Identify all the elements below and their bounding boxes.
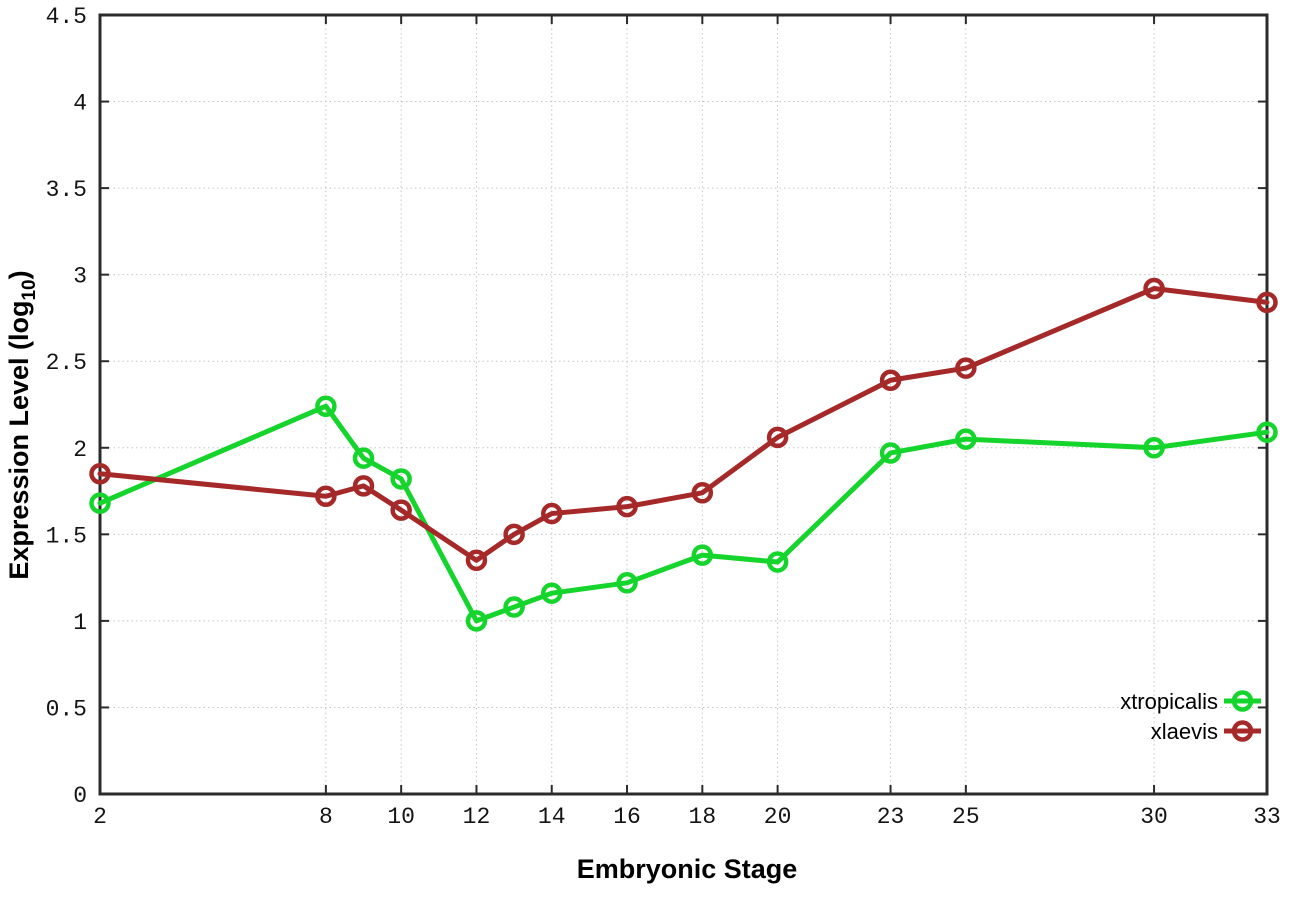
- legend-sample-marker-xtropicalis: [1231, 690, 1254, 712]
- x-tick-label: 8: [319, 804, 333, 830]
- data-point-xtropicalis: [503, 596, 525, 618]
- data-point-xlaevis: [89, 462, 111, 485]
- legend-label-xlaevis: xlaevis: [1151, 719, 1218, 744]
- data-point-xtropicalis: [879, 442, 902, 464]
- data-point-xlaevis: [503, 523, 525, 546]
- data-point-xtropicalis: [315, 395, 337, 417]
- x-tick-label: 18: [689, 804, 717, 830]
- data-point-xlaevis: [390, 499, 412, 521]
- data-point-xlaevis: [315, 485, 337, 507]
- series-line-xlaevis: [97, 286, 1270, 563]
- data-point-xlaevis: [352, 475, 375, 497]
- legend-sample-marker-xlaevis: [1231, 720, 1254, 742]
- data-point-xlaevis: [766, 426, 789, 449]
- y-tick-label: 0.5: [46, 696, 87, 722]
- data-point-xlaevis: [540, 502, 563, 525]
- data-point-xlaevis: [691, 482, 714, 504]
- data-point-xlaevis: [1256, 291, 1278, 314]
- data-point-xtropicalis: [616, 572, 638, 594]
- data-point-xtropicalis: [1256, 421, 1278, 443]
- x-tick-label: 12: [463, 804, 491, 830]
- x-tick-label: 25: [952, 804, 980, 830]
- x-tick-label: 23: [877, 804, 905, 830]
- data-point-xtropicalis: [465, 610, 488, 632]
- x-tick-label: 20: [764, 804, 792, 830]
- data-point-xtropicalis: [691, 544, 714, 566]
- data-point-xtropicalis: [89, 492, 111, 514]
- y-tick-label: 2: [73, 437, 87, 463]
- y-axis-label: Expression Level (log10): [4, 270, 40, 579]
- data-point-xtropicalis: [1143, 437, 1165, 459]
- x-tick-label: 2: [93, 804, 107, 830]
- y-tick-label: 0: [73, 783, 87, 809]
- series-line-xtropicalis: [97, 403, 1270, 624]
- data-point-xlaevis: [465, 549, 488, 572]
- data-point-xlaevis: [616, 495, 638, 518]
- data-point-xtropicalis: [955, 428, 977, 450]
- data-point-xlaevis: [879, 369, 902, 392]
- x-tick-label: 14: [538, 804, 566, 830]
- y-tick-label: 4.5: [46, 4, 87, 30]
- x-tick-label: 30: [1140, 804, 1168, 830]
- y-tick-label: 1.5: [46, 523, 87, 549]
- x-tick-label: 33: [1253, 804, 1281, 830]
- y-tick-label: 3: [73, 264, 87, 290]
- x-axis-label: Embryonic Stage: [577, 854, 798, 884]
- legend-label-xtropicalis: xtropicalis: [1120, 689, 1218, 714]
- y-tick-label: 2.5: [46, 350, 87, 376]
- data-point-xtropicalis: [540, 582, 563, 604]
- data-point-xtropicalis: [766, 551, 789, 573]
- y-tick-label: 1: [73, 610, 87, 636]
- plot-border: [98, 13, 1269, 796]
- data-point-xlaevis: [955, 357, 977, 379]
- y-tick-label: 3.5: [46, 177, 87, 203]
- data-point-xtropicalis: [390, 468, 412, 490]
- y-tick-label: 4: [73, 91, 87, 117]
- data-point-xtropicalis: [352, 447, 375, 469]
- x-tick-label: 10: [387, 804, 415, 830]
- x-tick-label: 16: [613, 804, 641, 830]
- data-point-xlaevis: [1143, 277, 1165, 300]
